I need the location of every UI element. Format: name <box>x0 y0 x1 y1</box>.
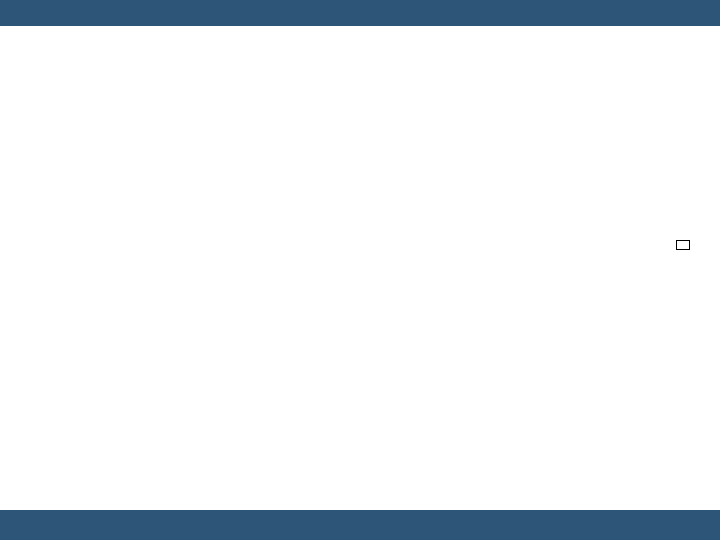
legend <box>676 240 690 250</box>
chart-area <box>70 50 490 500</box>
footer-bar <box>0 510 720 540</box>
header-bar <box>0 0 720 26</box>
